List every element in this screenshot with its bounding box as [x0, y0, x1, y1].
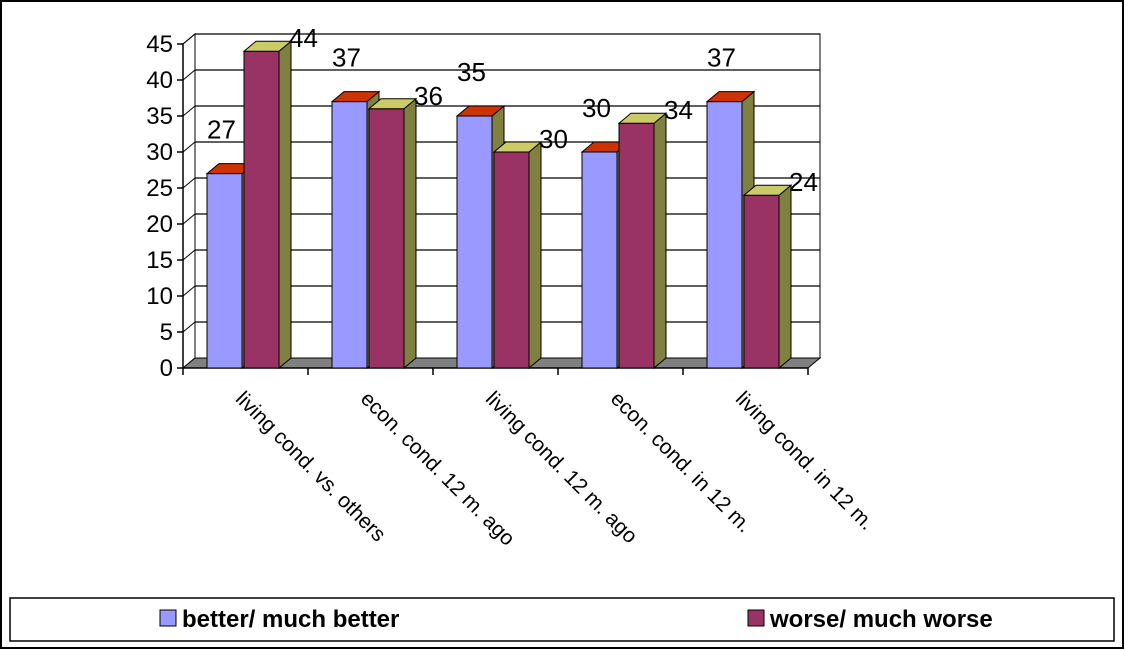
y-tick-label: 35 — [146, 103, 173, 130]
bar-living-cond-12-m-ago-better-much-better-top — [455, 105, 506, 117]
bar-econ-cond-in-12-m-worse-much-worse-top — [617, 112, 668, 124]
y-tick-label: 30 — [146, 139, 173, 166]
data-label-living-cond-in-12-m-better-much-better: 37 — [707, 43, 736, 73]
bar-living-cond-vs-others-worse-much-worse-top — [242, 40, 293, 52]
bar-living-cond-12-m-ago-worse-much-worse-side — [528, 140, 542, 370]
y-tick-label: 10 — [146, 283, 173, 310]
legend: better/ much better worse/ much worse — [9, 597, 1115, 642]
side-gridline — [182, 141, 196, 153]
side-wall — [182, 32, 196, 370]
side-gridline — [182, 213, 196, 225]
legend-swatch-better — [159, 609, 177, 627]
bar-living-cond-in-12-m-worse-much-worse-side — [778, 184, 792, 370]
bar-living-cond-in-12-m-worse-much-worse-top — [742, 184, 793, 196]
data-label-living-cond-vs-others-worse-much-worse: 44 — [289, 23, 318, 53]
data-label-econ-cond-12-m-ago-better-much-better: 37 — [332, 43, 361, 73]
legend-swatch-worse — [747, 609, 765, 627]
y-tick-label: 15 — [146, 247, 173, 274]
legend-label-worse: worse/ much worse — [769, 606, 993, 633]
side-gridline — [182, 177, 196, 189]
data-label-econ-cond-in-12-m-better-much-better: 30 — [582, 93, 611, 123]
bar-econ-cond-12-m-ago-worse-much-worse-side — [403, 97, 417, 370]
bar-living-cond-in-12-m-better-much-better-top — [705, 91, 756, 103]
data-label-living-cond-12-m-ago-worse-much-worse: 30 — [539, 124, 568, 154]
bar-econ-cond-12-m-ago-worse-much-worse — [368, 108, 405, 369]
bar-living-cond-in-12-m-worse-much-worse — [743, 194, 780, 369]
side-gridline — [182, 249, 196, 261]
side-gridline — [182, 321, 196, 333]
side-gridline — [182, 69, 196, 81]
bar-living-cond-vs-others-worse-much-worse-side — [278, 40, 292, 370]
data-label-econ-cond-12-m-ago-worse-much-worse: 36 — [414, 81, 443, 111]
bar-econ-cond-12-m-ago-worse-much-worse-top — [367, 98, 418, 110]
y-tick-label: 0 — [160, 355, 173, 382]
data-label-econ-cond-in-12-m-worse-much-worse: 34 — [664, 95, 693, 125]
y-tick-label: 20 — [146, 211, 173, 238]
y-tick-label: 25 — [146, 175, 173, 202]
bar-econ-cond-12-m-ago-better-much-better — [331, 101, 368, 369]
bar-living-cond-12-m-ago-worse-much-worse — [493, 151, 530, 369]
bar-living-cond-vs-others-worse-much-worse — [243, 50, 280, 369]
legend-box — [9, 597, 1115, 642]
data-label-living-cond-12-m-ago-better-much-better: 35 — [457, 57, 486, 87]
side-gridline — [182, 285, 196, 297]
side-gridline — [182, 33, 196, 45]
bar-econ-cond-in-12-m-worse-much-worse-side — [653, 112, 667, 370]
bar-econ-cond-in-12-m-better-much-better — [581, 151, 618, 369]
bar-living-cond-12-m-ago-better-much-better — [456, 115, 493, 369]
y-tick-label: 40 — [146, 67, 173, 94]
side-gridline — [182, 105, 196, 117]
data-label-living-cond-vs-others-better-much-better: 27 — [207, 115, 236, 145]
bar-econ-cond-12-m-ago-better-much-better-top — [330, 91, 381, 103]
bar-living-cond-in-12-m-better-much-better — [706, 101, 743, 369]
bar-living-cond-12-m-ago-worse-much-worse-top — [492, 141, 543, 153]
legend-label-better: better/ much better — [182, 606, 399, 633]
bar-living-cond-vs-others-better-much-better — [206, 173, 243, 369]
y-tick-label: 45 — [146, 31, 173, 58]
bar-econ-cond-in-12-m-worse-much-worse — [618, 122, 655, 369]
data-label-living-cond-in-12-m-worse-much-worse: 24 — [789, 167, 818, 197]
y-tick-label: 5 — [160, 319, 173, 346]
